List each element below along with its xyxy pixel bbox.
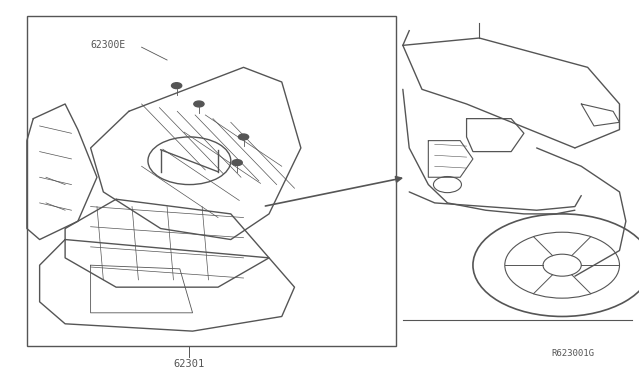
Circle shape	[172, 83, 182, 89]
Text: R623001G: R623001G	[551, 349, 594, 357]
Text: 62301: 62301	[173, 359, 205, 369]
Text: 62300E: 62300E	[91, 40, 126, 50]
Circle shape	[232, 160, 243, 166]
Circle shape	[239, 134, 248, 140]
Circle shape	[194, 101, 204, 107]
